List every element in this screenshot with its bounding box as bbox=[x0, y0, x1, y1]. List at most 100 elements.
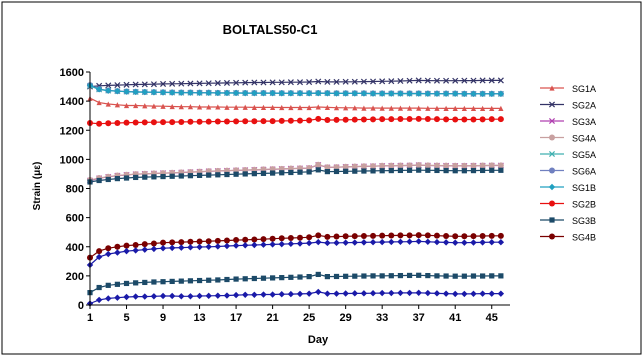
data-point bbox=[205, 238, 212, 245]
x-tick-label: 9 bbox=[160, 312, 166, 324]
x-tick-label: 13 bbox=[193, 312, 205, 324]
data-point bbox=[351, 233, 358, 240]
data-point bbox=[549, 233, 555, 240]
data-point bbox=[433, 77, 440, 84]
data-point bbox=[452, 239, 459, 246]
data-point bbox=[160, 279, 166, 285]
x-tick-label: 21 bbox=[266, 312, 278, 324]
data-point bbox=[549, 200, 555, 207]
data-point bbox=[260, 275, 267, 281]
series-line bbox=[89, 164, 501, 181]
data-point bbox=[160, 119, 167, 126]
data-point bbox=[196, 89, 203, 97]
data-point bbox=[168, 89, 176, 96]
data-point bbox=[232, 89, 240, 97]
data-point bbox=[178, 278, 184, 284]
data-point bbox=[205, 89, 212, 97]
data-point bbox=[269, 235, 276, 242]
data-point bbox=[333, 290, 340, 297]
data-point bbox=[141, 246, 148, 253]
data-point bbox=[215, 277, 221, 283]
data-point bbox=[360, 239, 368, 246]
data-point bbox=[132, 119, 139, 126]
data-point bbox=[114, 119, 121, 126]
legend-item-sg3a: SG3A bbox=[540, 117, 596, 127]
data-point bbox=[297, 274, 303, 280]
legend-item-sg1b: SG1B bbox=[540, 183, 596, 193]
data-point bbox=[333, 105, 340, 111]
data-point bbox=[416, 105, 422, 111]
data-point bbox=[196, 172, 203, 178]
legend-label: SG4B bbox=[572, 233, 596, 243]
data-point bbox=[178, 80, 185, 87]
data-point bbox=[223, 79, 230, 86]
data-point bbox=[370, 116, 377, 123]
data-point bbox=[150, 89, 158, 96]
data-point bbox=[242, 291, 249, 299]
data-point bbox=[159, 292, 167, 300]
data-point bbox=[548, 117, 556, 125]
data-point bbox=[479, 232, 486, 239]
data-point bbox=[479, 77, 486, 84]
data-point bbox=[443, 116, 450, 123]
data-point bbox=[132, 247, 139, 254]
data-point bbox=[315, 271, 321, 278]
data-point bbox=[461, 90, 468, 98]
data-point bbox=[132, 242, 139, 249]
data-point bbox=[488, 77, 495, 84]
x-tick-label: 25 bbox=[303, 312, 315, 324]
data-point bbox=[415, 90, 422, 97]
data-point bbox=[105, 82, 112, 89]
data-point bbox=[361, 168, 367, 174]
data-point bbox=[150, 81, 157, 88]
data-point bbox=[424, 162, 431, 169]
data-point bbox=[223, 118, 230, 125]
data-point bbox=[406, 90, 413, 97]
data-point bbox=[424, 238, 432, 245]
data-point bbox=[461, 290, 468, 298]
data-point bbox=[379, 78, 386, 85]
data-point bbox=[388, 78, 395, 85]
data-point bbox=[443, 162, 450, 169]
data-point bbox=[324, 78, 331, 85]
data-point bbox=[205, 80, 212, 87]
data-point bbox=[233, 276, 239, 282]
data-point bbox=[388, 90, 395, 97]
data-point bbox=[406, 238, 413, 245]
data-point bbox=[370, 273, 376, 279]
data-point bbox=[287, 290, 295, 298]
data-point bbox=[269, 118, 276, 125]
data-point bbox=[123, 242, 130, 249]
data-point bbox=[178, 239, 185, 246]
data-point bbox=[123, 280, 130, 287]
data-point bbox=[279, 104, 285, 111]
data-point bbox=[397, 105, 404, 111]
data-point bbox=[397, 90, 404, 97]
x-tick-label: 33 bbox=[376, 312, 388, 324]
data-point bbox=[160, 173, 166, 180]
data-point bbox=[352, 273, 358, 279]
data-point bbox=[296, 290, 304, 298]
legend-item-sg4a: SG4A bbox=[540, 134, 596, 144]
data-point bbox=[251, 275, 257, 282]
data-point bbox=[187, 293, 194, 300]
data-point bbox=[416, 272, 422, 278]
data-point bbox=[260, 104, 267, 110]
data-point bbox=[497, 239, 505, 246]
data-point bbox=[269, 79, 276, 86]
data-point bbox=[360, 163, 367, 170]
data-point bbox=[178, 104, 184, 110]
data-point bbox=[315, 161, 322, 168]
data-point bbox=[397, 232, 404, 239]
legend-label: SG2B bbox=[572, 200, 596, 210]
data-point bbox=[251, 79, 258, 86]
data-point bbox=[452, 168, 458, 174]
data-point bbox=[269, 89, 276, 97]
data-point bbox=[333, 273, 340, 280]
data-point bbox=[488, 116, 495, 123]
data-point bbox=[187, 80, 194, 87]
data-point bbox=[123, 175, 130, 181]
data-point bbox=[142, 174, 148, 180]
data-point bbox=[378, 289, 386, 297]
data-point bbox=[232, 291, 240, 299]
